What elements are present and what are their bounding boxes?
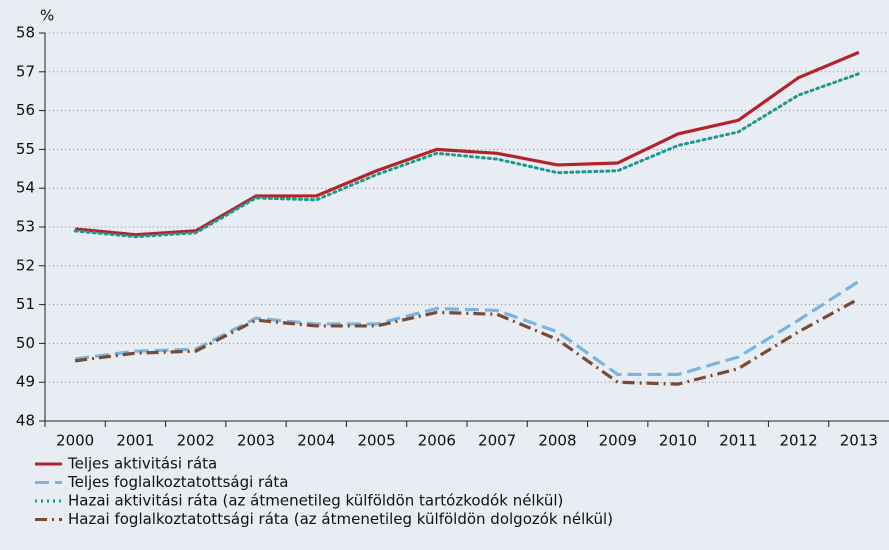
legend-label: Hazai aktivitási ráta (az átmenetileg kü…	[68, 492, 563, 510]
x-tick-label: 2008	[538, 432, 576, 450]
series-line	[74, 297, 860, 386]
legend-label: Teljes foglalkoztatottsági ráta	[67, 473, 289, 491]
y-tick-label: 53	[16, 218, 35, 236]
y-tick-label: 57	[16, 62, 35, 80]
series-line	[74, 50, 860, 237]
y-tick-label: 48	[16, 412, 35, 430]
x-tick-label: 2012	[779, 432, 817, 450]
y-unit-label: %	[40, 7, 54, 25]
x-tick-label: 2010	[659, 432, 697, 450]
series-line	[74, 279, 860, 377]
x-tick-label: 2009	[599, 432, 637, 450]
y-tick-label: 54	[16, 179, 35, 197]
x-tick-label: 2003	[237, 432, 275, 450]
x-tick-label: 2000	[56, 432, 94, 450]
x-tick-label: 2006	[418, 432, 456, 450]
series-line	[73, 72, 861, 239]
x-tick-label: 2007	[478, 432, 516, 450]
y-tick-label: 49	[16, 373, 35, 391]
y-tick-label: 51	[16, 295, 35, 313]
x-tick-label: 2013	[840, 432, 878, 450]
y-tick-label: 50	[16, 334, 35, 352]
y-tick-label: 55	[16, 140, 35, 158]
y-tick-label: 56	[16, 101, 35, 119]
x-tick-label: 2002	[177, 432, 215, 450]
x-tick-label: 2004	[297, 432, 335, 450]
x-tick-label: 2011	[719, 432, 757, 450]
y-tick-label: 52	[16, 256, 35, 274]
y-tick-label: 58	[16, 24, 35, 42]
legend-label: Teljes aktivitási ráta	[67, 455, 217, 473]
x-tick-label: 2001	[116, 432, 154, 450]
x-tick-label: 2005	[357, 432, 395, 450]
legend-label: Hazai foglalkoztatottsági ráta (az átmen…	[68, 510, 613, 528]
